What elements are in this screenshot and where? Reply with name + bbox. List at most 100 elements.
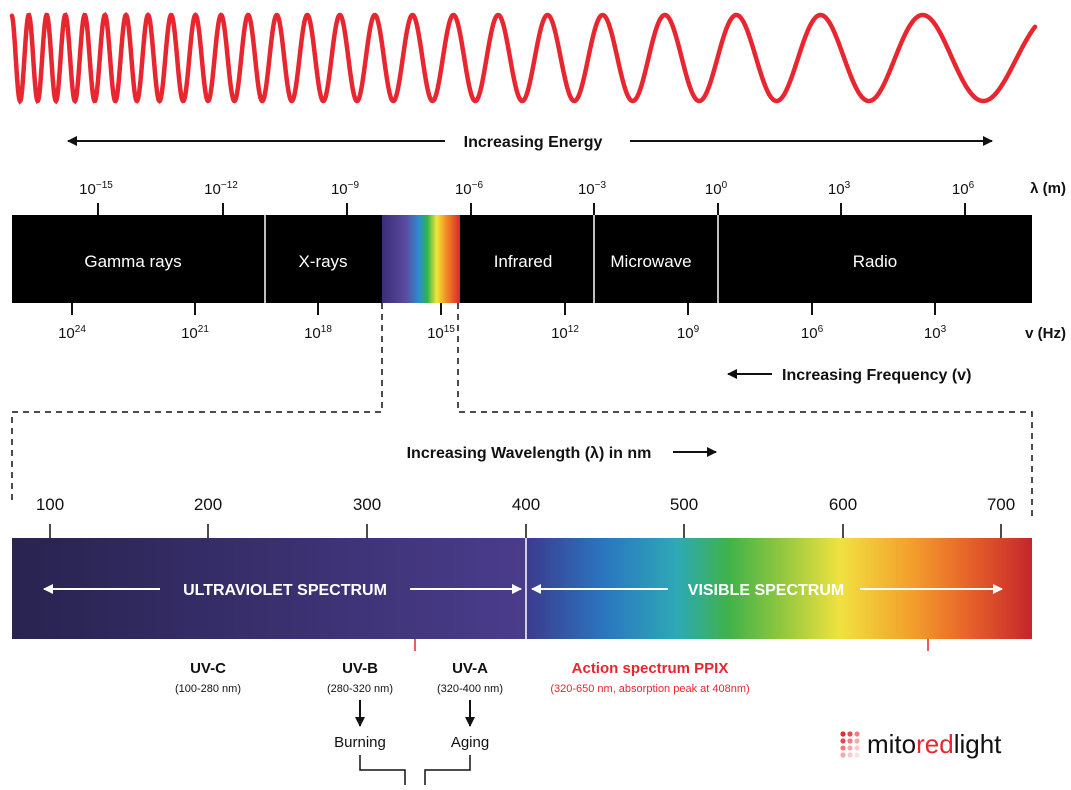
frequency-tick-label-base: 10 [677,325,694,342]
frequency-tick-label: 109 [677,324,700,342]
frequency-tick-label-exponent: 18 [321,324,333,335]
logo-dot [840,738,846,744]
action-spectrum-title: Action spectrum PPIX [572,660,729,677]
wavelength-tick-label: 10−3 [578,180,607,198]
visible-light-strip [382,215,460,303]
band-infrared: Infrared [494,252,553,271]
uv-b-range: (280-320 nm) [327,683,393,695]
frequency-tick-label: 1015 [427,324,455,342]
wavelength-tick-label-exponent: 6 [969,180,975,191]
frequency-tick-label-base: 10 [181,325,198,342]
em-band [12,215,1032,303]
frequency-tick-label-exponent: 12 [568,324,580,335]
frequency-tick-label-exponent: 24 [75,324,87,335]
wavelength-tick-label: 10−6 [455,180,484,198]
frequency-tick-label: 106 [801,324,824,342]
effects-bracket [359,755,471,785]
logo-part-red: red [916,729,954,759]
wavelength-tick-label: 100 [705,180,728,198]
logo-dot [840,731,846,737]
frequency-tick-label-base: 10 [551,325,568,342]
wavelength-tick-label: 10−12 [204,180,238,198]
frequency-tick-label-base: 10 [427,325,444,342]
logo-dot [854,738,860,744]
visible-spectrum-label: VISIBLE SPECTRUM [688,582,844,599]
frequency-tick-label-exponent: 9 [694,324,700,335]
logo-part-light: light [954,729,1002,759]
logo-dot [847,745,853,751]
logo-dot [840,745,846,751]
nm-axis: 100 200 300 400 500 600 700 [36,495,1015,538]
dot-grid-logo-icon [840,731,860,758]
uv-c-title: UV-C [190,660,226,677]
frequency-label: Increasing Frequency (v) [782,367,971,384]
frequency-tick-label: 1021 [181,324,209,342]
logo-dot [847,752,853,758]
wavelength-tick-label: 103 [828,180,851,198]
zoom-connector-right [457,303,1033,520]
band-microwave: Microwave [610,252,691,271]
frequency-tick-label: 1018 [304,324,332,342]
uv-a-range: (320-400 nm) [437,683,503,695]
wavelength-tick-label: 106 [952,180,975,198]
band-x-rays: X-rays [298,252,347,271]
frequency-tick-label-exponent: 15 [444,324,456,335]
energy-label: Increasing Energy [464,134,603,151]
frequency-unit-label: v (Hz) [1025,325,1066,342]
frequency-tick-label-exponent: 6 [818,324,824,335]
wavelength-tick-label-base: 10 [952,181,969,198]
wavelength-tick-label-exponent: −15 [96,180,113,191]
logo-part-mito: mito [867,729,916,759]
uv-a-title: UV-A [452,660,488,677]
wavelength-tick-label-base: 10 [828,181,845,198]
frequency-tick-label: 1024 [58,324,86,342]
nm-tick-label: 500 [670,495,698,514]
uv-b-effect: Burning [334,734,386,751]
wavelength-tick-label: 10−9 [331,180,360,198]
frequency-tick-label: 103 [924,324,947,342]
frequency-tick-label: 1012 [551,324,579,342]
band-radio: Radio [853,252,897,271]
wavelength-tick-label-exponent: −9 [348,180,360,191]
frequency-tick-label-exponent: 21 [198,324,210,335]
nm-tick-label: 700 [987,495,1015,514]
logo-dot [847,731,853,737]
nm-tick-label: 100 [36,495,64,514]
nm-tick-label: 400 [512,495,540,514]
logo-dot [854,752,860,758]
wavelength-tick-label-base: 10 [705,181,722,198]
action-spectrum-detail: (320-650 nm, absorption peak at 408nm) [550,683,749,695]
wavelength-nm-label: Increasing Wavelength (λ) in nm [407,445,652,462]
uv-b-title: UV-B [342,660,378,677]
wavelength-tick-label-base: 10 [79,181,96,198]
logo-dot [854,731,860,737]
nm-tick-label: 300 [353,495,381,514]
nm-tick-label: 600 [829,495,857,514]
wavelength-tick-label-exponent: 0 [722,180,728,191]
wavelength-tick-label-exponent: −3 [595,180,607,191]
frequency-tick-label-base: 10 [304,325,321,342]
logo-dot [847,738,853,744]
uv-spectrum-label: ULTRAVIOLET SPECTRUM [183,582,387,599]
wavelength-axis: 10−15 10−12 10−9 10−6 10−3 100 103 106 [79,180,975,215]
uv-c-range: (100-280 nm) [175,683,241,695]
wavelength-tick-label-base: 10 [204,181,221,198]
logo-dot [840,752,846,758]
frequency-axis: 1024 1021 1018 1015 1012 109 106 103 [58,303,947,342]
uv-a-effect: Aging [451,734,489,751]
em-wave [9,11,1038,105]
band-gamma-rays: Gamma rays [84,252,181,271]
wavelength-tick-label: 10−15 [79,180,113,198]
frequency-tick-label-base: 10 [801,325,818,342]
wavelength-tick-label-exponent: −12 [221,180,238,191]
frequency-tick-label-base: 10 [58,325,75,342]
wavelength-tick-label-exponent: 3 [845,180,851,191]
logo-wordmark: mitoredlight [867,729,1002,759]
frequency-tick-label-base: 10 [924,325,941,342]
wavelength-tick-label-base: 10 [455,181,472,198]
logo-dot [854,745,860,751]
frequency-tick-label-exponent: 3 [941,324,947,335]
wavelength-tick-label-base: 10 [331,181,348,198]
